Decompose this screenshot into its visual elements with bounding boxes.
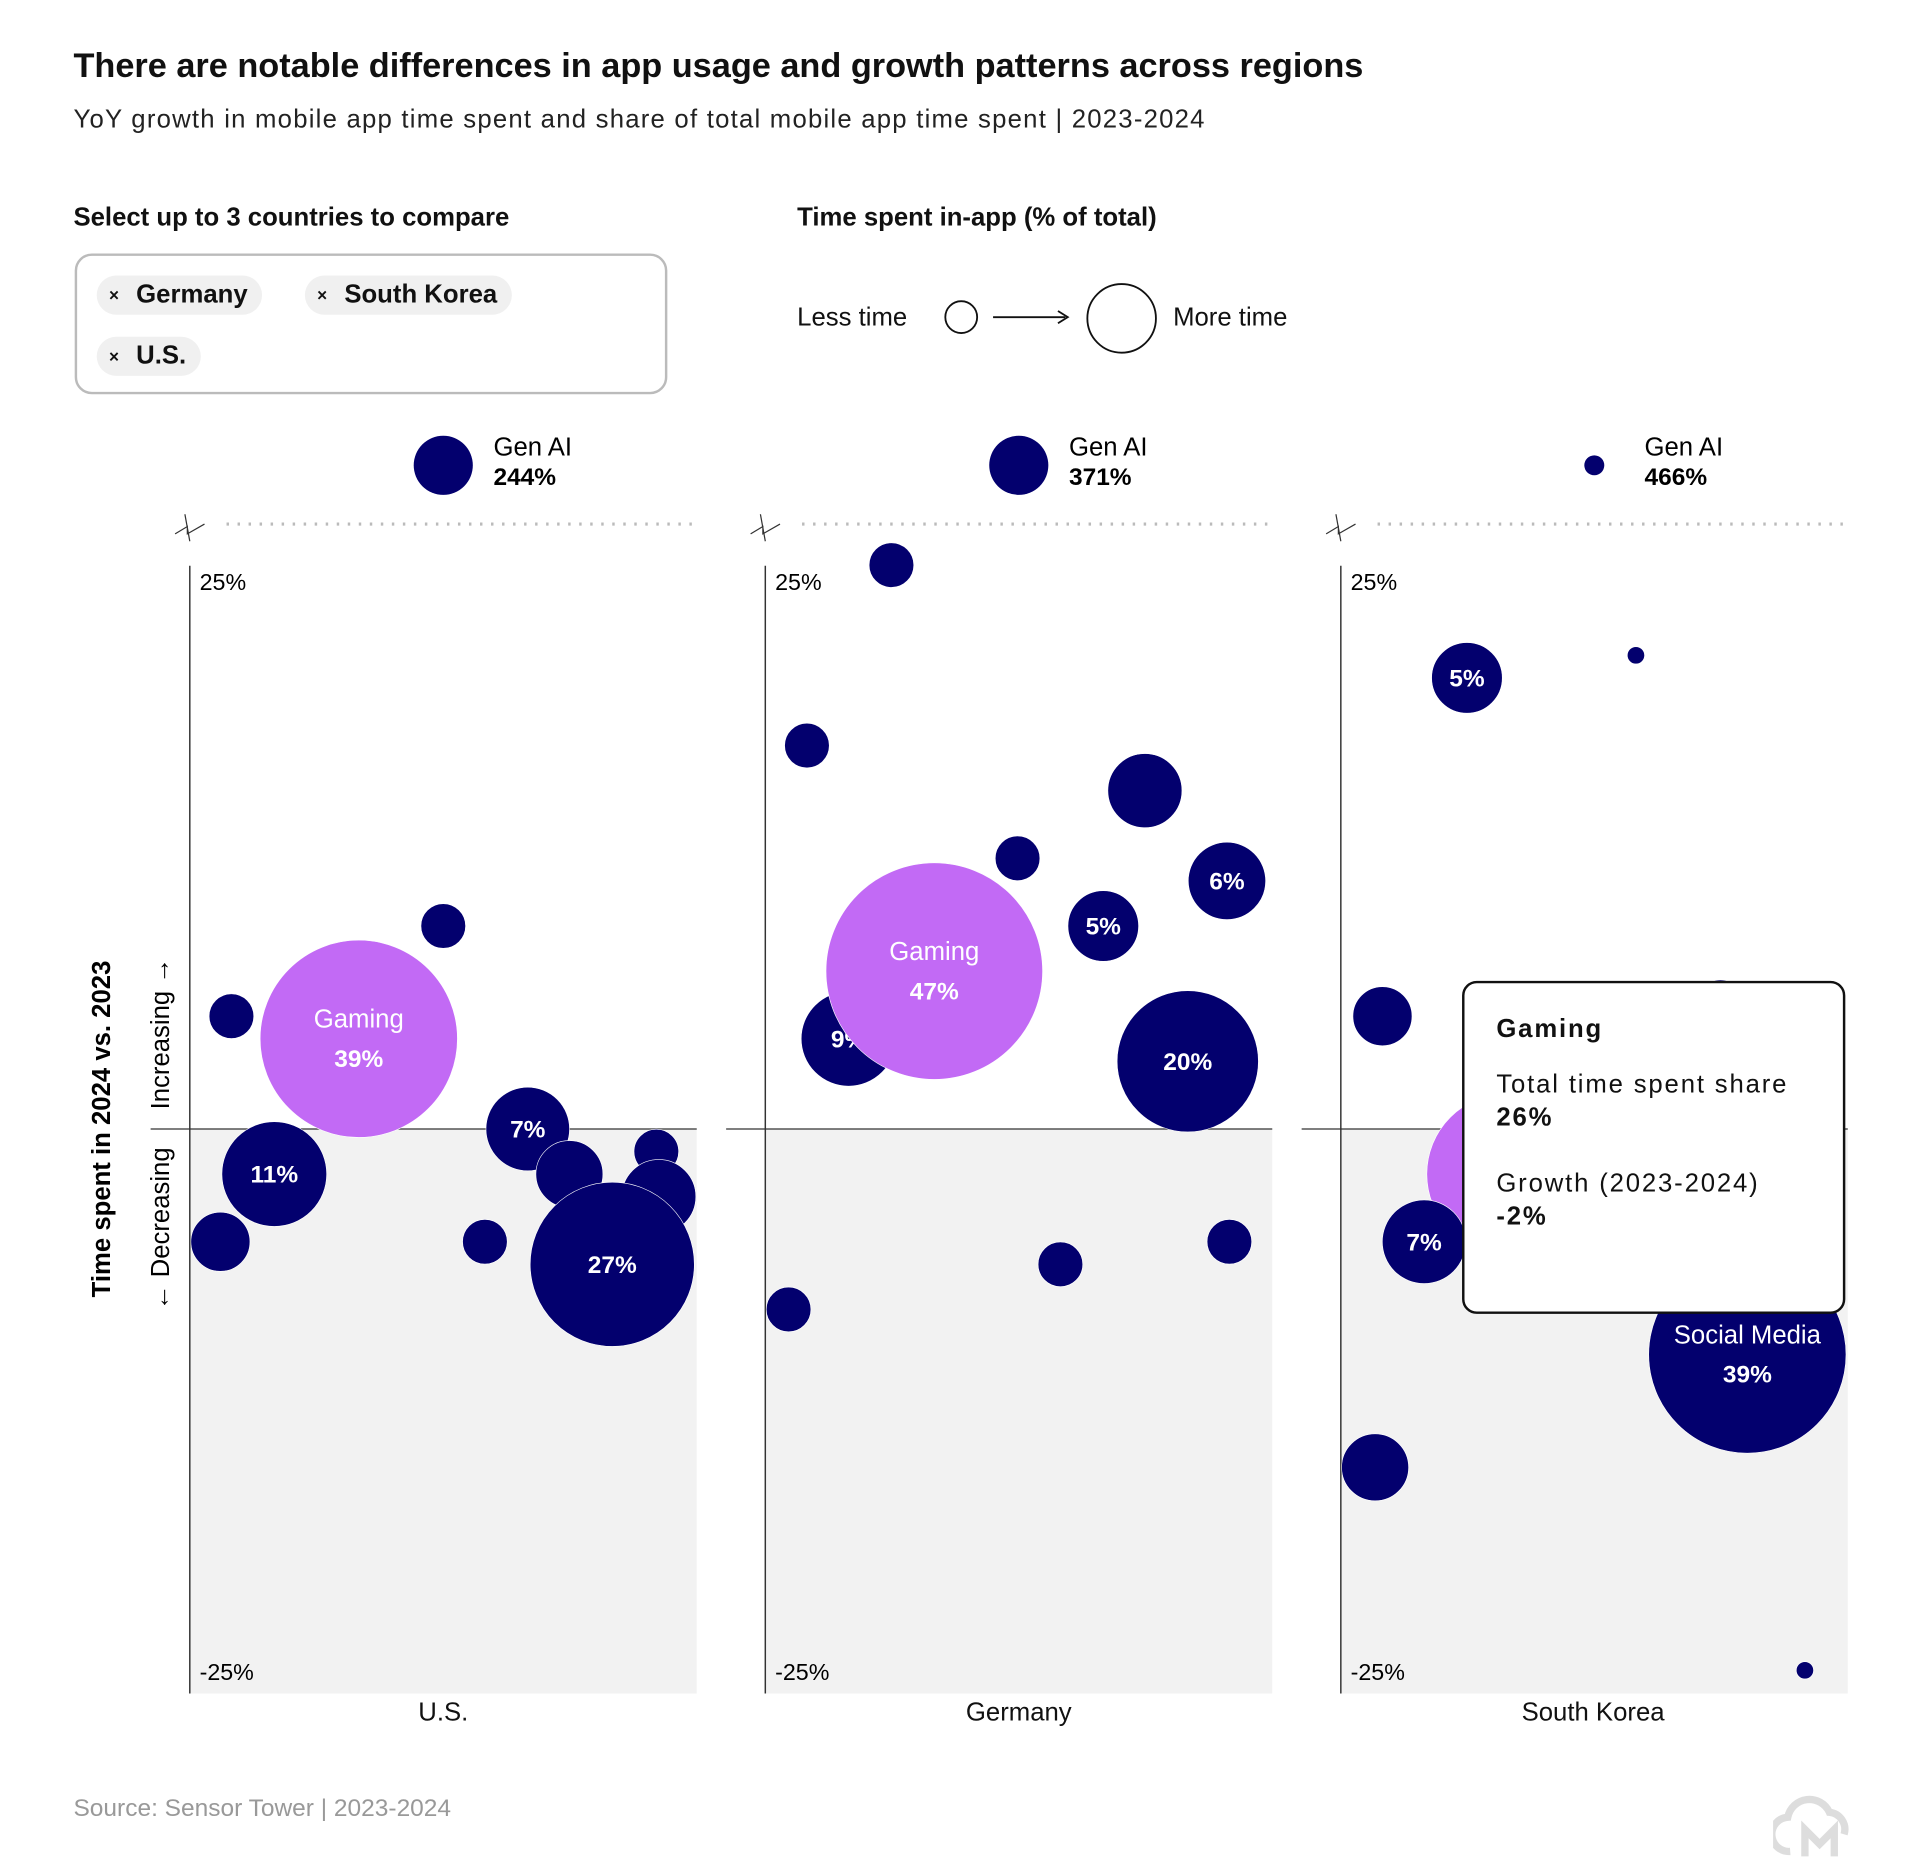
category-bubble (1795, 1661, 1814, 1680)
y-tick-label: 25% (200, 569, 247, 595)
category-bubble (1626, 646, 1645, 665)
category-bubble (1107, 753, 1183, 829)
tooltip: Gaming Total time spent share 26% Growth… (1462, 980, 1846, 1314)
bubble-share-label: 5% (1086, 914, 1122, 941)
axis-break-icon (750, 514, 781, 542)
size-legend-less: Less time (797, 303, 908, 332)
gen-ai-label: Gen AI (493, 434, 572, 462)
tooltip-growth-value: -2% (1496, 1202, 1548, 1231)
bubble-share-label: 39% (334, 1046, 383, 1073)
y-tick-label: -25% (1351, 1659, 1405, 1685)
country-selector[interactable]: × Germany × South Korea × U.S. (74, 253, 668, 395)
size-legend-more: More time (1173, 303, 1288, 332)
gen-ai-label: Gen AI (1069, 434, 1148, 462)
gen-ai-label: Gen AI (1645, 434, 1724, 462)
gen-ai-growth: 371% (1069, 464, 1132, 491)
category-bubble (1037, 1241, 1084, 1287)
bubble-share-label: 7% (1406, 1229, 1442, 1256)
category-bubble (784, 722, 830, 769)
chip-us[interactable]: × U.S. (96, 336, 201, 376)
panel-label-south-korea: South Korea (1521, 1698, 1665, 1727)
bubble-share-label: 5% (1449, 665, 1485, 692)
legend-arrowhead (1057, 310, 1070, 325)
negative-region (765, 1128, 1273, 1694)
bubble-category-label: Gaming (314, 1006, 404, 1034)
tooltip-title: Gaming (1496, 1015, 1604, 1044)
y-axis-label: Time spent in 2024 vs. 2023 (88, 961, 116, 1298)
remove-icon[interactable]: × (108, 346, 120, 367)
panel-label-germany: Germany (965, 1698, 1072, 1727)
bubble-share-label: 7% (510, 1117, 546, 1144)
gaming-bubble (825, 862, 1043, 1080)
panel-label-us: U.S. (418, 1698, 469, 1727)
chip-label: Germany (136, 280, 248, 309)
tooltip-growth-label: Growth (2023-2024) (1496, 1169, 1760, 1198)
gen-ai-bubble (413, 435, 473, 495)
gen-ai-bubble (1584, 455, 1605, 476)
y-increasing-label: Increasing → (147, 958, 175, 1109)
bubble-share-label: 27% (588, 1252, 637, 1279)
selector-label: Select up to 3 countries to compare (73, 203, 510, 232)
bubble-share-label: 39% (1723, 1362, 1772, 1389)
brand-logo (1773, 1795, 1849, 1857)
y-decreasing-label: ← Decreasing (147, 1147, 175, 1310)
category-bubble (529, 1181, 695, 1347)
gen-ai-growth: 466% (1645, 464, 1708, 491)
category-bubble (994, 835, 1041, 881)
axis-break-icon (1325, 514, 1356, 542)
category-bubble (190, 1211, 251, 1272)
legend-large-circle (1086, 283, 1157, 354)
legend-small-circle (944, 300, 979, 334)
source-note: Source: Sensor Tower | 2023-2024 (73, 1795, 452, 1823)
bubble-category-label: Gaming (889, 938, 979, 966)
gen-ai-bubble (989, 435, 1049, 495)
category-bubble (1341, 1433, 1409, 1502)
remove-icon[interactable]: × (317, 285, 328, 305)
size-legend-graphic (944, 283, 1157, 354)
bubble-share-label: 6% (1209, 868, 1245, 895)
bubble-share-label: 11% (250, 1162, 298, 1189)
y-tick-label: -25% (775, 1659, 829, 1685)
y-tick-label: 25% (1351, 569, 1398, 595)
category-bubble (221, 1121, 327, 1227)
chip-label: South Korea (344, 280, 498, 309)
category-bubble (1206, 1219, 1253, 1265)
category-bubble (420, 903, 466, 949)
bubble-category-label: Social Media (1674, 1322, 1822, 1350)
remove-icon[interactable]: × (108, 285, 120, 305)
category-bubble (1187, 841, 1266, 920)
category-bubble (1067, 890, 1139, 962)
chart-subtitle: YoY growth in mobile app time spent and … (73, 105, 1206, 134)
axis-break-icon (174, 514, 205, 542)
category-bubble (765, 1286, 812, 1333)
tooltip-share-value: 26% (1496, 1103, 1554, 1132)
gen-ai-growth: 244% (493, 464, 556, 491)
chip-germany[interactable]: × Germany (96, 275, 263, 315)
category-bubble (1431, 642, 1503, 714)
category-bubble (208, 993, 255, 1039)
category-bubble (1352, 986, 1413, 1047)
y-tick-label: 25% (775, 569, 822, 595)
category-bubble (868, 542, 915, 588)
category-bubble (1116, 990, 1259, 1133)
size-legend-title: Time spent in-app (% of total) (797, 203, 1157, 232)
bubble-share-label: 20% (1163, 1049, 1212, 1076)
category-bubble (462, 1219, 508, 1265)
gaming-bubble (259, 939, 458, 1138)
chart-title: There are notable differences in app usa… (73, 46, 1364, 85)
chip-label: U.S. (136, 341, 187, 370)
tooltip-share-label: Total time spent share (1496, 1070, 1789, 1099)
chip-south-korea[interactable]: × South Korea (304, 275, 512, 315)
bubble-share-label: 47% (910, 978, 959, 1005)
y-tick-label: -25% (200, 1659, 254, 1685)
